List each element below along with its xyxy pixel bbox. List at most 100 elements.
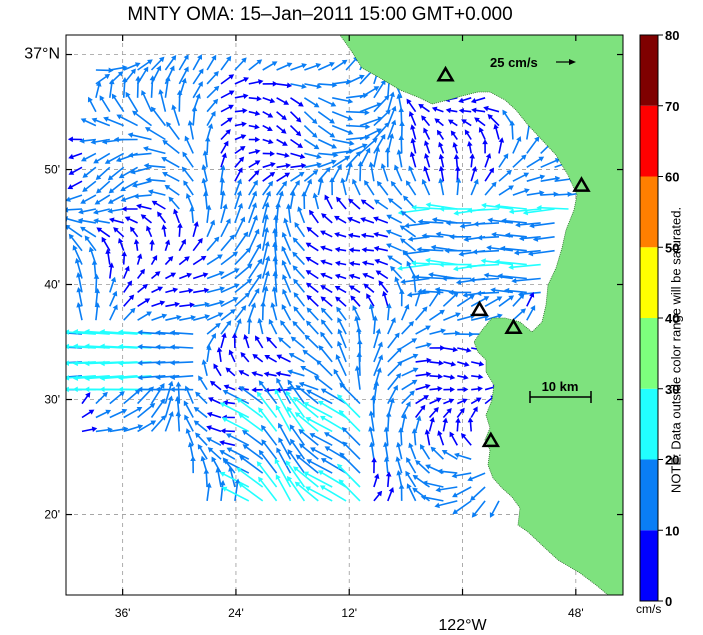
current-vector-head <box>474 117 480 123</box>
current-vector <box>406 472 417 488</box>
current-vector-head <box>438 153 445 160</box>
current-vector-head <box>524 188 530 194</box>
lon-tick-label: 24' <box>228 606 244 620</box>
current-vector-head <box>286 385 292 392</box>
current-vector-head <box>261 439 267 445</box>
current-vector <box>414 476 430 488</box>
current-vector <box>290 138 301 148</box>
current-vector-head <box>218 271 225 277</box>
current-vector <box>185 387 194 404</box>
current-vector <box>238 468 264 488</box>
current-vector-head <box>176 89 183 95</box>
current-vector-head <box>347 216 353 223</box>
current-vector-head <box>339 452 345 458</box>
current-vector-head <box>334 286 341 291</box>
current-vector <box>206 100 217 113</box>
current-vector <box>286 392 306 418</box>
current-vector-head <box>222 203 228 210</box>
current-vector-head <box>164 239 171 246</box>
current-vector <box>192 83 202 99</box>
current-vector <box>234 264 251 280</box>
current-vector-head <box>435 486 441 493</box>
current-vector <box>454 500 472 514</box>
current-vector <box>389 199 403 210</box>
current-vector <box>317 180 323 196</box>
current-vector-head <box>452 265 459 272</box>
current-vector-head <box>420 404 426 411</box>
current-vector-head <box>252 353 259 360</box>
current-vector-head <box>121 206 127 212</box>
current-vector <box>208 426 222 433</box>
current-vector-head <box>121 76 128 83</box>
plot-frame <box>65 34 624 596</box>
current-vector <box>193 303 208 308</box>
current-vector-head <box>244 292 251 298</box>
current-vector <box>385 429 389 446</box>
current-vector <box>122 180 138 191</box>
current-vector <box>248 260 262 279</box>
current-vector-head <box>357 339 363 345</box>
current-vector-head <box>446 407 452 414</box>
current-vector <box>166 185 180 196</box>
current-vector <box>130 152 152 157</box>
saturation-note-text: NOTE: Data outside color range will be s… <box>668 206 684 494</box>
current-vector <box>228 448 250 460</box>
current-vector-head <box>262 285 269 292</box>
current-vector <box>163 157 180 168</box>
current-vector <box>172 346 194 349</box>
current-vector-head <box>293 292 299 298</box>
current-vector <box>416 461 431 474</box>
current-vector-head <box>301 83 307 89</box>
current-vector-head <box>211 54 217 61</box>
current-vector-head <box>342 441 348 447</box>
current-vector <box>150 78 154 98</box>
current-vector-head <box>338 479 345 485</box>
current-vector-head <box>254 287 260 294</box>
current-vector <box>209 448 222 460</box>
current-vector <box>440 470 458 474</box>
current-vector-head <box>522 209 529 216</box>
current-vector-head <box>290 190 296 197</box>
current-vector-head <box>523 172 530 178</box>
current-vector-head <box>306 459 312 465</box>
current-vector <box>370 164 375 182</box>
current-vector-head <box>448 398 455 404</box>
current-vector-head <box>284 152 290 158</box>
current-vector-head <box>213 71 219 77</box>
current-vector <box>240 414 264 433</box>
current-vector-head <box>466 207 473 214</box>
current-vector <box>164 56 176 71</box>
current-vector-head <box>320 272 326 278</box>
current-vector-head <box>120 186 126 192</box>
current-vector-head <box>395 373 402 379</box>
current-vector <box>387 348 401 363</box>
current-vector-head <box>519 293 525 300</box>
current-vector-head <box>426 342 432 348</box>
current-vector-head <box>136 203 142 210</box>
current-vector-head <box>371 457 377 463</box>
current-vector <box>318 160 335 169</box>
current-vector <box>331 166 341 182</box>
current-vector-head <box>225 367 232 373</box>
current-vector <box>375 200 389 210</box>
current-vector-head <box>225 218 231 224</box>
current-vector <box>315 376 333 391</box>
current-vector <box>497 260 527 266</box>
current-vector-head <box>501 218 507 224</box>
current-vector-head <box>334 260 341 267</box>
current-vector-head <box>149 75 156 81</box>
current-vector-head <box>190 455 196 461</box>
current-vector-head <box>335 296 341 302</box>
current-vector <box>248 245 261 265</box>
current-vector <box>502 247 527 252</box>
current-vector <box>554 178 572 182</box>
current-vector <box>179 316 194 321</box>
current-vector-head <box>329 177 335 183</box>
current-vector <box>359 139 376 155</box>
current-vector-head <box>397 360 403 367</box>
current-vector-head <box>469 153 475 159</box>
current-vector <box>303 171 317 182</box>
current-vector-head <box>162 171 168 177</box>
current-vector-head <box>373 231 379 238</box>
current-vector <box>338 465 361 488</box>
